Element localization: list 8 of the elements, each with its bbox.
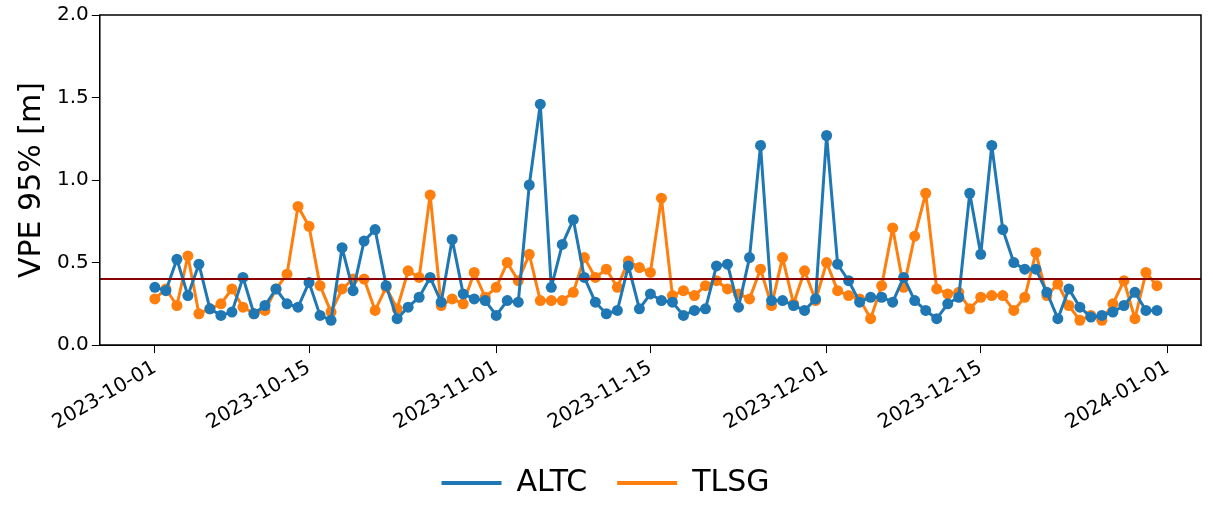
legend-label: TLSG [691, 462, 770, 498]
y-tick-label: 1.0 [56, 166, 89, 191]
y-axis-title: VPE 95% [m] [11, 82, 47, 279]
y-tick-label: 0.0 [56, 331, 89, 356]
y-tick-label: 2.0 [56, 1, 89, 26]
y-tick-label: 0.5 [56, 248, 89, 273]
y-tick-label: 1.5 [56, 83, 89, 108]
legend-label: ALTC [516, 462, 588, 498]
